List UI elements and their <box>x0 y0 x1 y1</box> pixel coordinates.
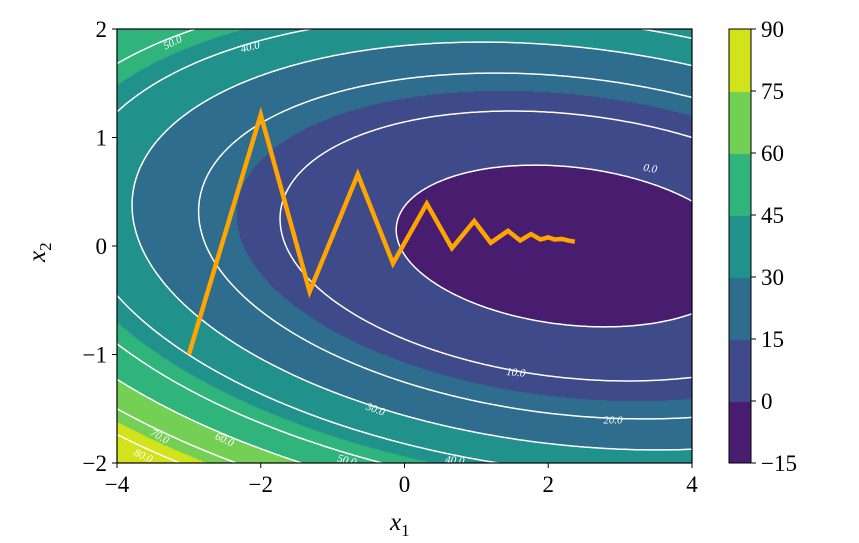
contour-line-30 <box>131 41 692 451</box>
y-tick-label: 1 <box>96 126 108 151</box>
contour-label: 10.0 <box>506 366 527 380</box>
colorbar-tick-label: 15 <box>761 327 784 352</box>
contour-line-0 <box>395 164 692 328</box>
contour-label: 60.0 <box>213 431 236 450</box>
gd-trajectory-line <box>186 106 576 356</box>
y-axis-label-base: x <box>24 251 51 263</box>
colorbar-tick-label: 30 <box>761 265 784 290</box>
contour-label: 40.0 <box>445 454 466 468</box>
colorbar-tick-label: 0 <box>761 389 773 414</box>
x-axis-label-sub: 1 <box>401 521 410 540</box>
x-axis-ticks: −4 −2 0 2 4 <box>105 463 698 497</box>
x-axis-label: x1 <box>389 509 410 540</box>
contour-line-80 <box>117 433 182 463</box>
colorbar-tick-label: −15 <box>761 451 797 476</box>
contour-line-10 <box>279 110 692 382</box>
colorbar-tick-label: 90 <box>761 17 784 42</box>
y-tick-label: 2 <box>96 17 108 42</box>
y-tick-label: −2 <box>83 451 107 476</box>
colorbar-tick-label: 45 <box>761 203 784 228</box>
y-axis-label: x2 <box>24 242 55 263</box>
y-tick-label: −1 <box>83 343 107 368</box>
contour-label: 0.0 <box>642 162 658 176</box>
contour-label: 50.0 <box>162 33 185 52</box>
x-tick-label: 4 <box>686 472 698 497</box>
colorbar-tick-label: 75 <box>761 79 784 104</box>
contour-label: 30.0 <box>363 400 387 418</box>
y-tick-label: 0 <box>96 234 108 259</box>
contour-line-40 <box>117 29 692 463</box>
x-tick-label: −4 <box>105 472 130 497</box>
colorbar-tick-label: 60 <box>761 141 784 166</box>
contour-label: 50.0 <box>336 453 358 469</box>
x-axis-label-base: x <box>389 509 401 536</box>
contour-line-20 <box>197 72 692 420</box>
contour-label: 20.0 <box>603 415 623 427</box>
contour-label: 70.0 <box>148 427 171 447</box>
x-tick-label: 0 <box>399 472 411 497</box>
y-axis-label-sub: 2 <box>36 242 55 251</box>
colorbar-ticks: 90 75 60 45 30 15 0 −15 <box>751 17 797 476</box>
x-tick-label: −2 <box>249 472 273 497</box>
contour-line-70 <box>117 408 239 463</box>
contour-line-50 <box>117 29 386 463</box>
contour-label: 40.0 <box>239 39 261 55</box>
colorbar <box>729 29 751 463</box>
colorbar-frame <box>728 28 752 464</box>
y-axis-ticks: −2 −1 0 1 2 <box>83 17 117 476</box>
x-tick-label: 2 <box>543 472 555 497</box>
